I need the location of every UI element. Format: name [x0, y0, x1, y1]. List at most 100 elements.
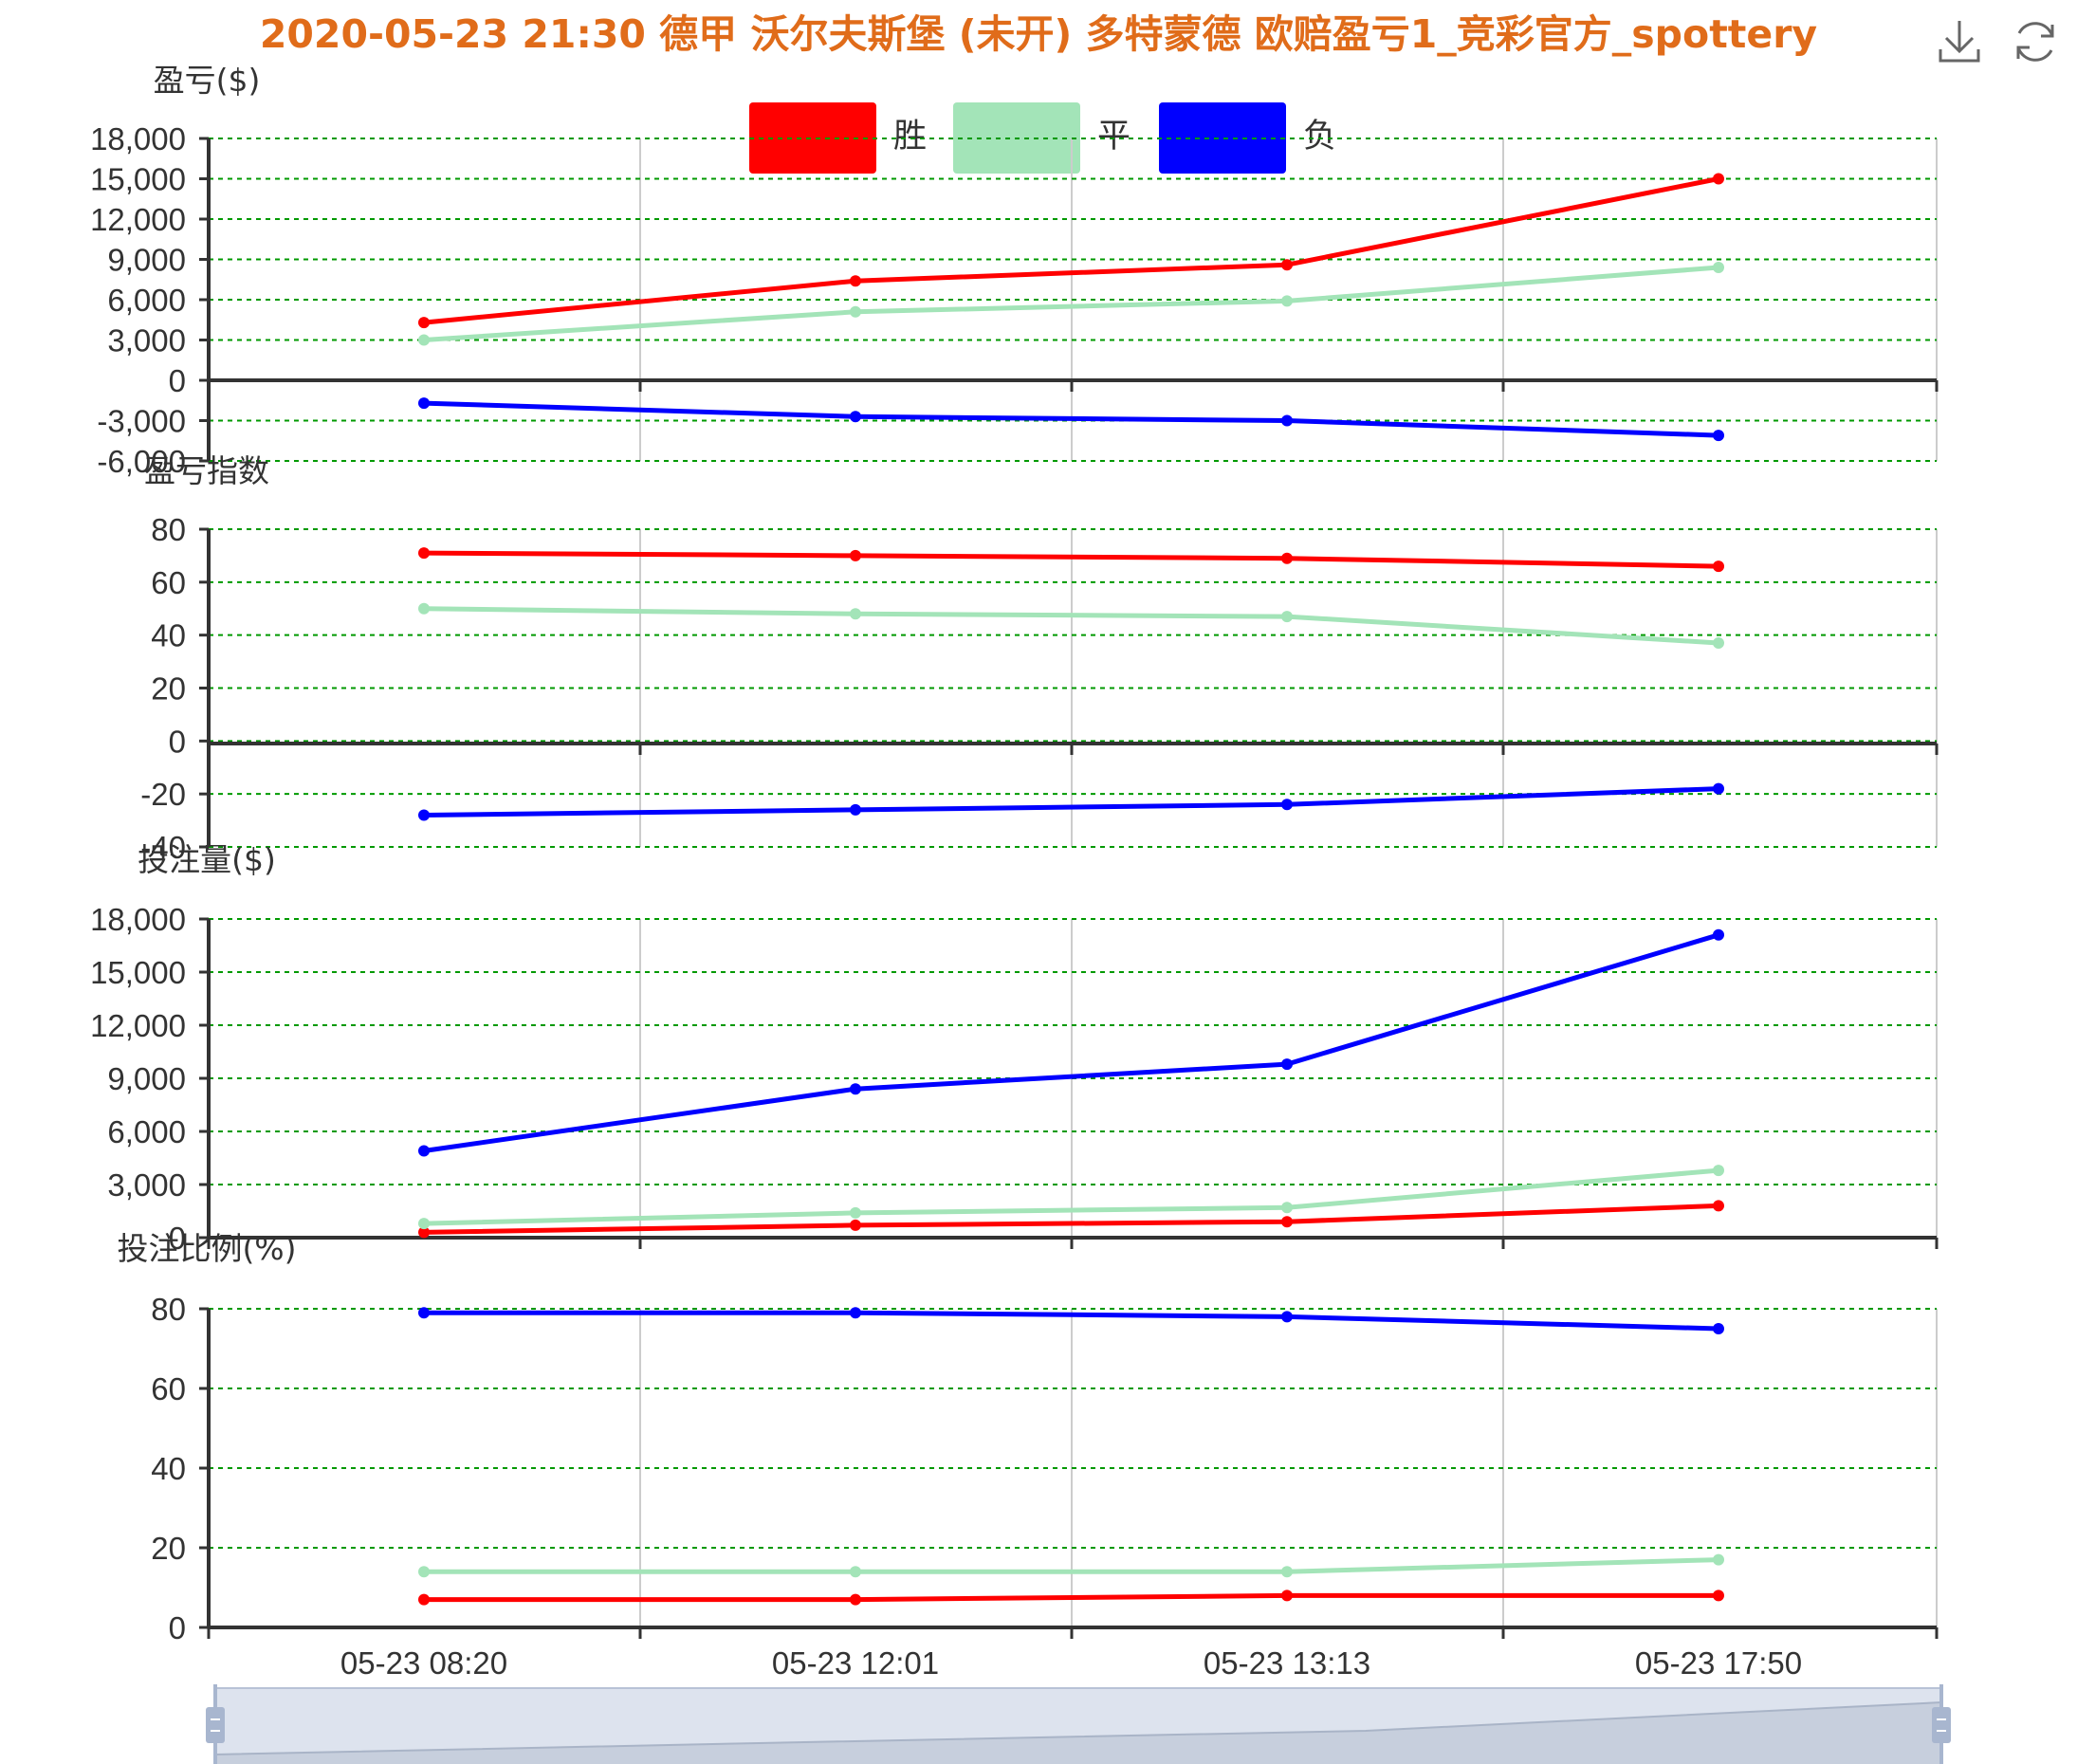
download-icon[interactable] — [1935, 17, 1984, 66]
data-point[interactable] — [850, 275, 861, 287]
datazoom-right-handle[interactable] — [1932, 1707, 1951, 1743]
datazoom-handle-body[interactable] — [1932, 1707, 1951, 1743]
series-line-胜 — [423, 176, 1719, 325]
data-point[interactable] — [850, 411, 861, 423]
series-line-负 — [424, 1310, 1719, 1332]
data-point[interactable] — [1281, 414, 1293, 427]
data-point[interactable] — [850, 608, 861, 620]
data-point[interactable] — [418, 334, 430, 346]
data-point[interactable] — [850, 1566, 861, 1578]
data-point[interactable] — [418, 1307, 430, 1319]
y-tick-label: 80 — [151, 512, 186, 547]
data-point[interactable] — [418, 1145, 430, 1157]
datazoom-data-line — [214, 1701, 1942, 1755]
data-point[interactable] — [1713, 1553, 1724, 1566]
datazoom-left-handle[interactable] — [206, 1707, 225, 1743]
legend-item-胜[interactable]: 胜 — [749, 102, 927, 174]
data-point[interactable] — [1713, 173, 1724, 185]
series-line-平 — [423, 606, 1719, 646]
y-tick-label: -3,000 — [97, 404, 186, 439]
series-line-负 — [423, 786, 1719, 818]
data-point[interactable] — [1713, 560, 1724, 573]
refresh-icon-glyph — [2016, 22, 2054, 62]
data-point[interactable] — [850, 1206, 861, 1219]
chart-panel-4: 80 60 40 20 0 投注比例(%) — [117, 1230, 1939, 1645]
legend-swatch[interactable] — [749, 102, 876, 174]
series-line-胜 — [424, 1592, 1719, 1603]
series-line-平 — [423, 265, 1719, 342]
chart-panel-2: 80 60 40 20 0 -20 -40 盈亏指数 — [140, 452, 1939, 865]
y-tick-label: 15,000 — [90, 955, 186, 990]
y-tick-label: -40 — [140, 830, 186, 865]
y-tick-label: 6,000 — [107, 283, 186, 318]
y-tick-label: -6,000 — [97, 444, 186, 479]
y-tick-label: 0 — [169, 1610, 186, 1645]
download-icon-glyph — [1939, 21, 1980, 63]
data-point[interactable] — [1281, 1311, 1293, 1323]
data-point[interactable] — [1713, 1200, 1724, 1212]
data-point[interactable] — [418, 1218, 430, 1230]
data-point[interactable] — [1281, 1202, 1293, 1214]
y-axis-title: 盈亏指数 — [144, 452, 269, 489]
y-tick-label: 0 — [169, 363, 186, 398]
data-point[interactable] — [850, 305, 861, 318]
y-tick-label: 20 — [151, 671, 186, 707]
data-point[interactable] — [418, 1566, 430, 1578]
data-point[interactable] — [850, 549, 861, 561]
data-point[interactable] — [1281, 295, 1293, 307]
data-point[interactable] — [1713, 262, 1724, 273]
data-point[interactable] — [418, 602, 430, 615]
data-point[interactable] — [850, 1219, 861, 1231]
data-point[interactable] — [850, 1083, 861, 1095]
data-point[interactable] — [1281, 552, 1293, 564]
chart-title: 2020-05-23 21:30 德甲 沃尔夫斯堡 (未开) 多特蒙德 欧赔盈亏… — [259, 11, 1818, 57]
data-point[interactable] — [1713, 1323, 1724, 1334]
data-point[interactable] — [850, 803, 861, 816]
data-point[interactable] — [1713, 637, 1724, 649]
data-point[interactable] — [1281, 611, 1293, 623]
data-point[interactable] — [850, 1593, 861, 1606]
y-tick-label: 12,000 — [90, 202, 186, 237]
data-point[interactable] — [418, 809, 430, 821]
data-point[interactable] — [1281, 1566, 1293, 1578]
data-point[interactable] — [418, 317, 430, 329]
legend-label[interactable]: 负 — [1303, 118, 1336, 156]
y-tick-label: 60 — [151, 565, 186, 600]
data-point[interactable] — [1281, 799, 1293, 811]
y-tick-label: 18,000 — [90, 121, 186, 156]
datazoom-handle-body[interactable] — [206, 1707, 225, 1743]
data-point[interactable] — [1281, 259, 1293, 271]
data-point[interactable] — [1713, 1165, 1724, 1177]
y-tick-label: 6,000 — [107, 1114, 186, 1149]
x-tick-label: 05-23 08:20 — [340, 1645, 507, 1681]
legend-swatch[interactable] — [1159, 102, 1286, 174]
data-point[interactable] — [418, 1593, 430, 1606]
data-point[interactable] — [418, 547, 430, 560]
datazoom-data-shadow — [215, 1702, 1941, 1764]
y-tick-label: 15,000 — [90, 162, 186, 197]
data-point[interactable] — [1281, 1589, 1293, 1602]
chart-panel-1: 18,000 15,000 12,000 9,000 6,000 3,000 0 -3,000… — [90, 62, 1939, 479]
data-point[interactable] — [1713, 928, 1724, 941]
series-line-胜 — [423, 1203, 1719, 1235]
series-line-负 — [423, 932, 1719, 1153]
y-tick-label: 0 — [169, 724, 186, 759]
data-point[interactable] — [1713, 430, 1724, 442]
data-point[interactable] — [418, 397, 430, 410]
y-tick-label: 3,000 — [107, 1167, 186, 1203]
legend-label[interactable]: 胜 — [893, 118, 927, 156]
data-point[interactable] — [1713, 782, 1724, 795]
data-point[interactable] — [418, 1226, 430, 1239]
y-tick-label: 18,000 — [90, 902, 186, 937]
y-tick-label: 0 — [169, 1221, 186, 1256]
data-point[interactable] — [850, 1307, 861, 1319]
datazoom-slider[interactable] — [206, 1684, 1951, 1764]
refresh-icon[interactable] — [2011, 17, 2060, 66]
legend-label[interactable]: 平 — [1097, 118, 1130, 156]
y-tick-label: 40 — [151, 1451, 186, 1486]
data-point[interactable] — [1713, 1589, 1724, 1602]
data-point[interactable] — [1281, 1216, 1293, 1228]
data-point[interactable] — [1281, 1058, 1293, 1071]
legend-item-负[interactable]: 负 — [1159, 102, 1336, 174]
